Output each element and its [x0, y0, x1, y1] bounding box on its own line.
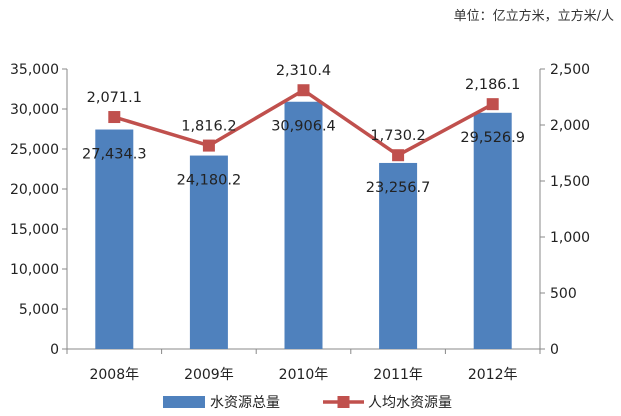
bar — [379, 162, 418, 349]
legend-swatch-bar — [163, 396, 205, 408]
bar — [189, 155, 228, 349]
legend-label-bar: 水资源总量 — [210, 395, 280, 411]
line-point — [486, 98, 499, 111]
x-axis: 2008年 2009年 2010年 2011年 2012年 — [66, 348, 541, 383]
left-tick-label: 25,000 — [10, 142, 59, 158]
line-point — [202, 139, 215, 152]
left-tick-label: 30,000 — [10, 102, 59, 118]
x-tick-label: 2012年 — [468, 367, 518, 383]
bar — [284, 101, 323, 349]
left-tick-label: 15,000 — [10, 222, 59, 238]
bar — [95, 129, 134, 349]
bar-data-label: 29,526.9 — [460, 130, 525, 146]
legend-swatch-marker — [337, 396, 350, 408]
point-data-label: 2,186.1 — [465, 77, 520, 93]
bar-data-label: 27,434.3 — [82, 147, 147, 163]
line-point — [297, 84, 310, 97]
left-tick-label: 0 — [50, 342, 59, 358]
point-data-label: 1,816.2 — [181, 119, 236, 135]
line-series: 2,071.1 1,816.2 2,310.4 1,730.2 2,186.1 — [87, 63, 520, 162]
right-tick-label: 2,500 — [550, 62, 590, 78]
point-data-label: 2,071.1 — [87, 90, 142, 106]
point-data-label: 2,310.4 — [276, 63, 331, 79]
bar-series: 27,434.3 24,180.2 30,906.4 23,256.7 29,526.9 — [82, 101, 525, 350]
right-tick-label: 2,000 — [550, 118, 590, 134]
left-tick-label: 5,000 — [19, 302, 59, 318]
left-y-axis: 0 5,000 10,000 15,000 20,000 25,000 30,000 35,0… — [10, 62, 68, 358]
left-tick-label: 35,000 — [10, 62, 59, 78]
left-tick-label: 20,000 — [10, 182, 59, 198]
right-tick-label: 1,000 — [550, 230, 590, 246]
legend-label-line: 人均水资源量 — [368, 395, 452, 411]
bar-data-label: 30,906.4 — [271, 119, 336, 135]
x-tick-label: 2010年 — [279, 367, 329, 383]
point-data-label: 1,730.2 — [370, 128, 425, 144]
bar-data-label: 24,180.2 — [177, 173, 242, 189]
left-tick-label: 10,000 — [10, 262, 59, 278]
x-tick-label: 2011年 — [373, 367, 423, 383]
legend: 水资源总量 人均水资源量 — [163, 395, 452, 411]
line-point — [392, 149, 405, 162]
x-tick-label: 2009年 — [184, 367, 234, 383]
right-tick-label: 1,500 — [550, 174, 590, 190]
x-tick-label: 2008年 — [89, 367, 139, 383]
bar — [473, 112, 512, 350]
line-point — [108, 111, 121, 124]
right-y-axis: 0 500 1,000 1,500 2,000 2,500 — [539, 62, 590, 358]
bar-data-label: 23,256.7 — [366, 180, 431, 196]
right-tick-label: 500 — [550, 286, 577, 302]
right-tick-label: 0 — [550, 342, 559, 358]
unit-note: 单位：亿立方米，立方米/人 — [454, 8, 614, 24]
